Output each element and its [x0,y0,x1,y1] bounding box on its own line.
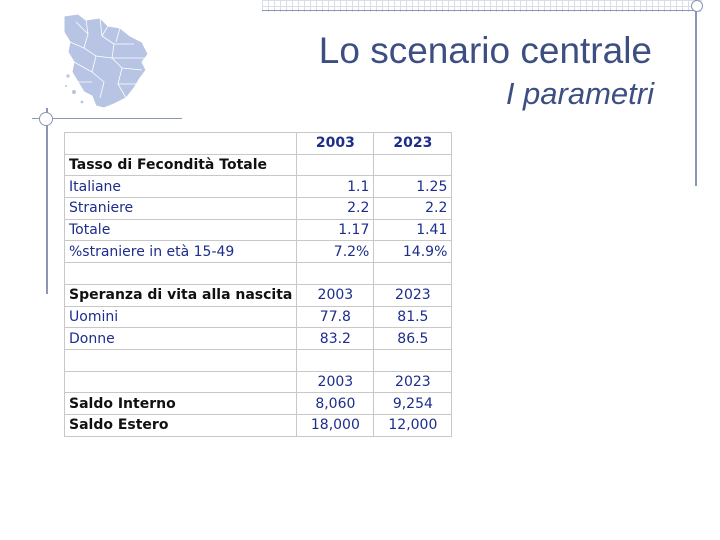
subheader-year-2003: 2003 [296,370,375,394]
row-label: Straniere [63,197,298,220]
table-row: Tasso di Fecondità Totale [63,153,453,177]
cell-value: 86.5 [373,327,453,350]
table-row: 2003 2023 [63,132,453,155]
cell-value: 2.2 [373,197,453,220]
subheader-year-2023: 2023 [373,370,453,394]
table-row [63,348,453,372]
subheader-year-2023: 2023 [373,283,453,307]
slide-title: Lo scenario centrale [318,30,652,71]
cell-value: 1.1 [296,175,375,199]
subheader-year-2003: 2003 [296,283,375,307]
table-row: 2003 2023 [63,370,453,394]
tuscany-map-icon [63,13,149,109]
cell-value: 8,060 [296,392,375,415]
decorative-circle-left [39,112,53,126]
decorative-line-top [262,10,694,11]
cell-value: 77.8 [296,305,375,329]
decorative-line-left-horizontal [32,118,182,119]
cell-value: 9,254 [373,392,453,415]
cell-value: 83.2 [296,327,375,350]
cell-value: 1.25 [373,175,453,199]
row-label: Donne [63,327,298,350]
cell-value: 81.5 [373,305,453,329]
header-year-2023: 2023 [373,132,453,155]
table-row: Donne 83.2 86.5 [63,327,453,350]
row-label: Saldo Interno [63,392,298,415]
row-label: Saldo Estero [63,413,298,437]
row-label: Uomini [63,305,298,329]
cell-value: 1.17 [296,218,375,242]
decorative-circle-right [691,0,703,12]
parameters-table: 2003 2023 Tasso di Fecondità Totale Ital… [63,132,453,437]
section-heading-speranza: Speranza di vita alla nascita [63,283,298,307]
table-row: Speranza di vita alla nascita 2003 2023 [63,283,453,307]
header-year-2003: 2003 [296,132,375,155]
cell-value: 12,000 [373,413,453,437]
section-heading-fecondita: Tasso di Fecondità Totale [63,153,298,177]
row-label: Totale [63,218,298,242]
table-row [63,262,453,285]
cell-value: 18,000 [296,413,375,437]
table-row: Straniere 2.2 2.2 [63,197,453,220]
table-row: Totale 1.17 1.41 [63,218,453,242]
table-row: Italiane 1.1 1.25 [63,175,453,199]
decorative-line-left [46,108,48,294]
decorative-line-right [695,0,697,186]
row-label: Italiane [63,175,298,199]
decorative-grid [262,0,702,12]
cell-value: 14.9% [373,240,453,264]
slide-subtitle: I parametri [505,76,654,111]
table-row: Saldo Interno 8,060 9,254 [63,392,453,415]
cell-value: 7.2% [296,240,375,264]
table-row: Saldo Estero 18,000 12,000 [63,413,453,437]
table-row: %straniere in età 15-49 7.2% 14.9% [63,240,453,264]
row-label: %straniere in età 15-49 [63,240,298,264]
table-row: Uomini 77.8 81.5 [63,305,453,329]
cell-value: 1.41 [373,218,453,242]
cell-value: 2.2 [296,197,375,220]
